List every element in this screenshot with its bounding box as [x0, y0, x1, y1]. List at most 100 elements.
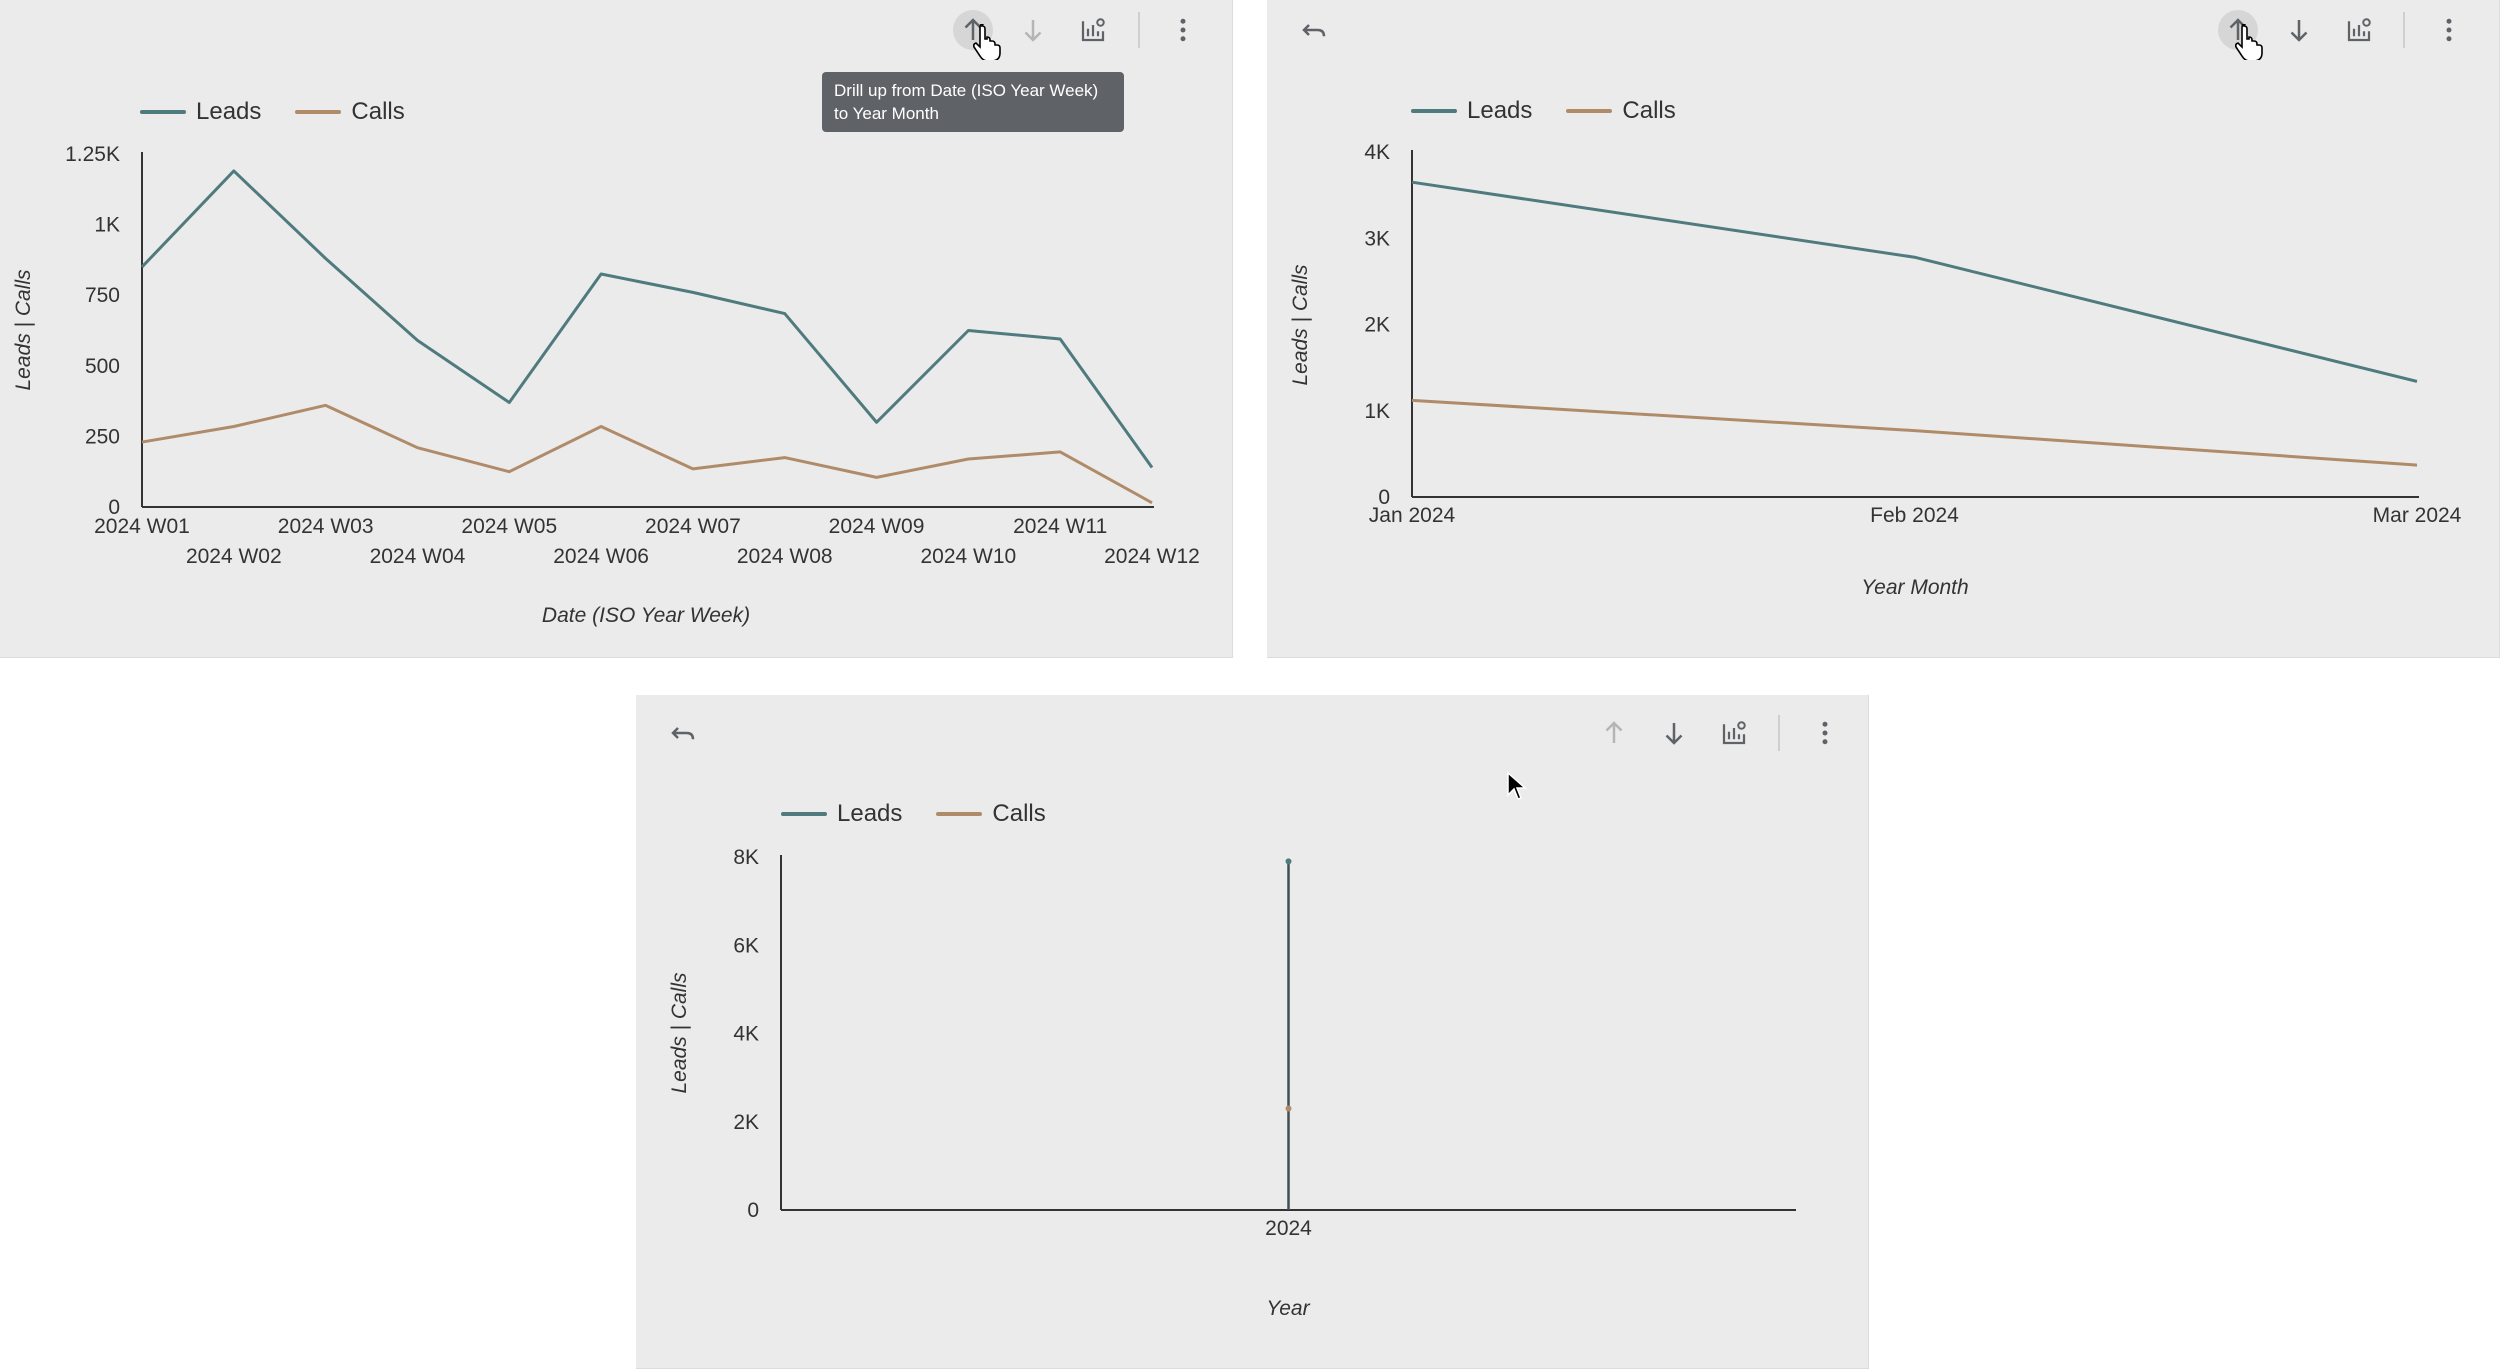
x-tick-label: 2024 W06: [553, 545, 649, 568]
x-tick-label: 2024: [1265, 1217, 1312, 1240]
chart-settings-icon: [1722, 721, 1746, 745]
chart-legend: Leads Calls: [781, 800, 1080, 828]
legend-label-leads: Leads: [196, 98, 262, 125]
monthly-line-chart: 0 1K 2K 3K 4K Jan 2024 Feb 2024 Mar 2024 Year Mo…: [1289, 141, 2462, 599]
drill-up-button[interactable]: [953, 10, 993, 50]
y-axis-title: Leads | Calls: [1289, 264, 1312, 386]
x-tick-label: Mar 2024: [2373, 504, 2462, 527]
y-tick-label: 4K: [733, 1023, 759, 1046]
series-line-leads: [140, 169, 1154, 469]
leads-swatch: [781, 812, 827, 816]
toolbar-divider: [2403, 12, 2405, 48]
calls-swatch: [936, 812, 983, 816]
legend-item-calls[interactable]: Calls: [936, 800, 1046, 828]
legend-label-calls: Calls: [351, 98, 405, 125]
y-tick-label: 250: [85, 425, 120, 448]
series-line-leads: [1411, 180, 2418, 383]
y-tick-label: 6K: [733, 934, 759, 957]
y-tick-label: 3K: [1364, 227, 1390, 250]
legend-label-leads: Leads: [837, 800, 903, 827]
series-point-leads: [1285, 858, 1292, 865]
y-tick-label: 8K: [733, 846, 759, 869]
drill-down-button[interactable]: [1013, 10, 1053, 50]
series-line-calls: [1411, 398, 2418, 467]
chart-panel-monthly: Leads Calls 0 1K 2K 3K 4K Jan 2024 Feb 2024 Mar…: [1267, 0, 2500, 658]
series-line-calls: [141, 403, 1153, 505]
legend-label-leads: Leads: [1467, 97, 1533, 124]
x-tick-label: 2024 W11: [1013, 515, 1107, 538]
leads-swatch: [140, 110, 186, 114]
y-axis-title: Leads | Calls: [668, 972, 691, 1094]
chart-panel-yearly: Leads Calls 0 2K 4K 6K 8K 2024 Year Leads | Cal…: [636, 695, 1869, 1369]
legend-item-leads[interactable]: Leads: [140, 98, 261, 126]
hand-pointer-cursor: [973, 24, 1001, 60]
x-tick-label: Jan 2024: [1369, 504, 1456, 527]
series-point-calls: [1285, 1105, 1292, 1112]
y-tick-label: 1K: [1364, 400, 1390, 423]
x-tick-label: 2024 W12: [1104, 545, 1200, 568]
calls-swatch: [1566, 109, 1613, 113]
chart-legend: Leads Calls: [140, 98, 439, 126]
more-options-button[interactable]: [1163, 10, 1203, 50]
yearly-line-chart: 0 2K 4K 6K 8K 2024 Year Leads | Calls: [668, 846, 1796, 1320]
chart-panel-weekly: Drill up from Date (ISO Year Week) to Ye…: [0, 0, 1233, 658]
y-tick-label: 500: [85, 355, 120, 378]
arrow-down-icon: [2290, 20, 2308, 42]
drill-down-button[interactable]: [1654, 713, 1694, 753]
chart-settings-icon: [1081, 18, 1105, 42]
more-options-button[interactable]: [1805, 713, 1845, 753]
legend-label-calls: Calls: [992, 800, 1046, 827]
x-tick-label: 2024 W03: [278, 515, 374, 538]
chart-settings-button[interactable]: [2339, 10, 2379, 50]
legend-item-leads[interactable]: Leads: [781, 800, 902, 828]
x-tick-label: 2024 W05: [461, 515, 557, 538]
toolbar-divider: [1778, 715, 1780, 751]
leads-swatch: [1411, 109, 1457, 113]
x-tick-label: Feb 2024: [1870, 504, 1959, 527]
x-tick-label: 2024 W02: [186, 545, 282, 568]
legend-item-calls[interactable]: Calls: [295, 98, 405, 126]
chart-settings-button[interactable]: [1714, 713, 1754, 753]
x-axis-title: Year Month: [1861, 576, 1968, 599]
x-axis-title: Date (ISO Year Week): [542, 604, 750, 627]
x-tick-label: 2024 W01: [94, 515, 190, 538]
toolbar-divider: [1138, 12, 1140, 48]
legend-item-calls[interactable]: Calls: [1566, 97, 1676, 125]
y-tick-label: 2K: [1364, 314, 1390, 337]
calls-swatch: [295, 110, 342, 114]
arrow-up-icon: [964, 18, 982, 40]
chart-settings-button[interactable]: [1073, 10, 1113, 50]
undo-icon: [1302, 24, 1326, 37]
undo-icon: [671, 727, 695, 740]
undo-button[interactable]: [663, 713, 703, 753]
x-tick-label: 2024 W08: [737, 545, 833, 568]
y-tick-label: 4K: [1364, 141, 1390, 164]
arrow-cursor: [1507, 771, 1527, 800]
y-tick-label: 0: [747, 1199, 759, 1222]
x-tick-label: 2024 W07: [645, 515, 741, 538]
chart-settings-icon: [2347, 18, 2371, 42]
y-tick-label: 1.25K: [65, 143, 120, 166]
arrow-up-icon: [1605, 721, 1623, 743]
y-axis-title: Leads | Calls: [12, 269, 35, 391]
drill-down-button[interactable]: [2279, 10, 2319, 50]
y-tick-label: 1K: [94, 214, 120, 237]
more-options-button[interactable]: [2429, 10, 2469, 50]
undo-button[interactable]: [1294, 10, 1334, 50]
legend-item-leads[interactable]: Leads: [1411, 97, 1532, 125]
more-vert-icon: [1180, 18, 1186, 42]
more-vert-icon: [2446, 18, 2452, 42]
more-vert-icon: [1822, 721, 1828, 745]
x-tick-label: 2024 W04: [370, 545, 466, 568]
arrow-down-icon: [1665, 723, 1683, 745]
legend-label-calls: Calls: [1622, 97, 1676, 124]
y-tick-label: 2K: [733, 1111, 759, 1134]
y-tick-label: 0: [1378, 486, 1390, 509]
hand-pointer-cursor: [2235, 24, 2263, 60]
arrow-down-icon: [1024, 20, 1042, 42]
weekly-line-chart: 0 250 500 750 1K 1.25K 2024 W01 2024 W02 2024 W0…: [12, 143, 1200, 627]
drill-up-button[interactable]: [1594, 713, 1634, 753]
drill-up-tooltip: Drill up from Date (ISO Year Week) to Ye…: [822, 72, 1124, 132]
chart-legend: Leads Calls: [1411, 97, 1710, 125]
x-axis-title: Year: [1266, 1297, 1310, 1320]
